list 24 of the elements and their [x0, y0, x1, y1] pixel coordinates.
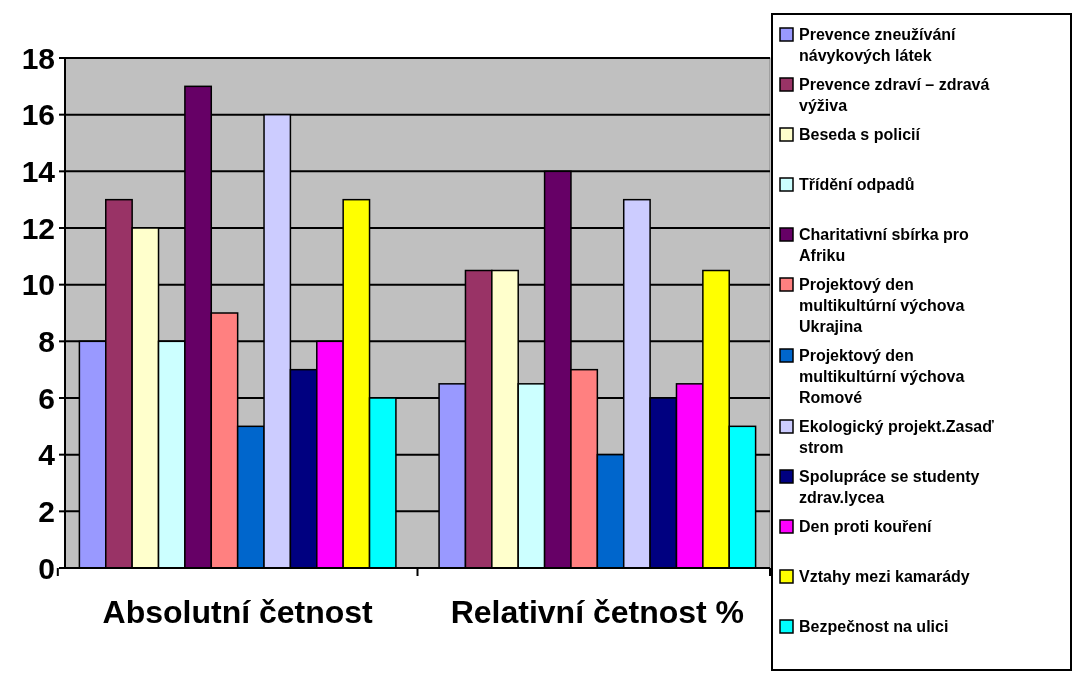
legend-label: Bezpečnost na ulici — [799, 618, 949, 635]
legend-label: Den proti kouření — [799, 518, 933, 535]
legend-label: Projektový den multikultúrní výchova Ukrajina — [799, 276, 965, 335]
y-tick-label: 12 — [21, 211, 55, 245]
legend-label: Beseda s policií — [799, 126, 921, 143]
y-tick-label: 14 — [21, 154, 56, 188]
legend-label: Projektový den multikultúrní výchova Romové — [799, 347, 965, 406]
y-tick-label: 10 — [21, 268, 55, 302]
legend-label: Prevence zneužívání návykových látek — [799, 26, 957, 64]
y-tick-label: 4 — [38, 438, 56, 472]
legend-label: Třídění odpadů — [799, 176, 915, 193]
legend-label: Vztahy mezi kamarády — [799, 568, 970, 585]
legend-label: Prevence zdraví – zdravá výživa — [799, 76, 990, 114]
y-tick-label: 16 — [21, 98, 55, 132]
y-tick-label: 18 — [21, 41, 55, 75]
legend-label: Ekologický projekt.Zasaď strom — [799, 418, 995, 456]
y-tick-label: 6 — [38, 381, 55, 415]
legend-label: Spolupráce se studenty zdrav.lycea — [799, 468, 980, 506]
y-tick-label: 2 — [38, 494, 55, 528]
x-tick-label: Relativní četnost % — [450, 594, 745, 630]
y-tick-label: 8 — [38, 324, 55, 358]
y-tick-label: 0 — [38, 551, 55, 585]
x-tick-label: Absolutní četnost — [102, 594, 374, 630]
legend-label: Charitativní sbírka pro Afriku — [799, 226, 970, 264]
